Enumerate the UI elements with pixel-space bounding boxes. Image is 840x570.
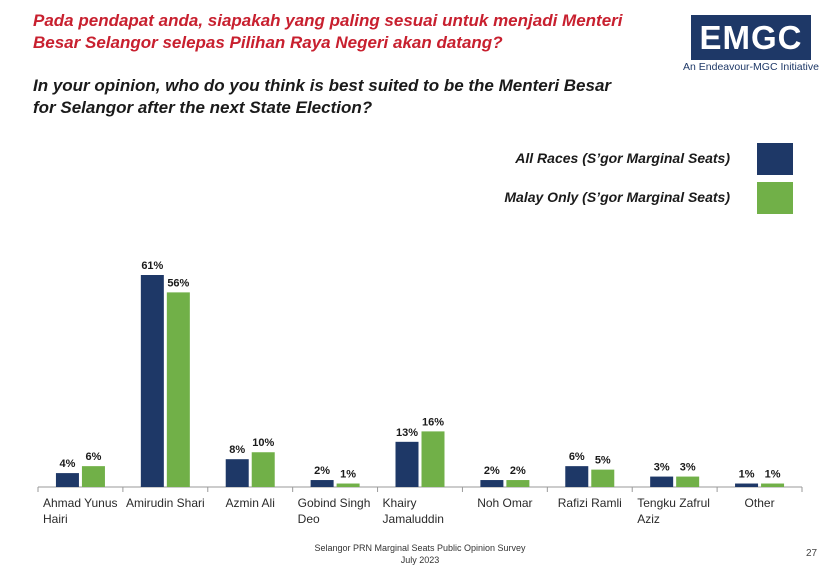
category-label: Rafizi Ramli	[558, 496, 622, 510]
category-label: Aziz	[637, 512, 660, 526]
footer-date: July 2023	[400, 555, 440, 565]
data-label: 61%	[141, 260, 163, 272]
bar-all-races	[310, 480, 334, 487]
bar-all-races	[565, 466, 589, 487]
category-label: Ahmad Yunus	[43, 496, 118, 510]
category-label: Khairy	[383, 496, 417, 510]
bar-malay-only	[421, 431, 445, 487]
question-malay-line-1: Pada pendapat anda, siapakah yang paling…	[33, 11, 623, 30]
category-label: Hairi	[43, 512, 68, 526]
question-english: In your opinion, who do you think is bes…	[33, 75, 673, 119]
data-label: 2%	[510, 465, 526, 477]
footer-survey-name: Selangor PRN Marginal Seats Public Opini…	[314, 543, 526, 553]
data-label: 1%	[739, 469, 755, 481]
data-label: 13%	[396, 427, 418, 439]
bar-all-races	[650, 476, 674, 487]
bar-all-races	[480, 480, 504, 487]
bar-all-races	[395, 441, 419, 487]
bar-chart: 4% 6% Ahmad Yunus Hairi 61% 56% Amirudin Shari…	[37, 260, 803, 526]
bar-malay-only	[676, 476, 700, 487]
bar-all-races	[735, 483, 759, 487]
bar-malay-only	[591, 469, 615, 487]
category-label: Other	[745, 496, 775, 510]
bar-all-races	[140, 275, 164, 487]
bar-malay-only	[336, 483, 360, 487]
legend-label-malay-only: Malay Only (S’gor Marginal Seats)	[504, 189, 730, 205]
question-malay: Pada pendapat anda, siapakah yang paling…	[33, 10, 673, 54]
legend-swatch-malay-only	[757, 182, 793, 214]
data-label: 6%	[85, 451, 101, 463]
data-label: 2%	[314, 465, 330, 477]
data-label: 10%	[252, 437, 274, 449]
bar-all-races	[225, 459, 249, 487]
bar-malay-only	[166, 292, 190, 487]
category-label: Gobind Singh	[298, 496, 371, 510]
data-label: 1%	[765, 469, 781, 481]
bar-malay-only	[251, 452, 275, 487]
bar-malay-only	[81, 466, 105, 487]
category-label: Noh Omar	[477, 496, 532, 510]
question-english-line-2: for Selangor after the next State Electi…	[33, 98, 373, 117]
category-label: Jamaluddin	[383, 512, 444, 526]
legend-label-all-races: All Races (S’gor Marginal Seats)	[515, 150, 730, 166]
data-label: 1%	[340, 469, 356, 481]
data-label: 56%	[167, 277, 189, 289]
data-label: 8%	[229, 444, 245, 456]
page-number: 27	[806, 548, 818, 559]
data-label: 16%	[422, 416, 444, 428]
question-english-line-1: In your opinion, who do you think is bes…	[33, 76, 612, 95]
category-label: Tengku Zafrul	[637, 496, 710, 510]
data-label: 5%	[595, 455, 611, 467]
bar-malay-only	[761, 483, 785, 487]
legend-swatch-all-races	[757, 143, 793, 175]
data-label: 3%	[654, 462, 670, 474]
bar-all-races	[55, 473, 79, 487]
data-label: 4%	[59, 458, 75, 470]
emgc-logo: EMGC	[691, 15, 811, 60]
data-label: 6%	[569, 451, 585, 463]
data-label: 2%	[484, 465, 500, 477]
logo-tagline: An Endeavour-MGC Initiative	[683, 61, 819, 73]
category-label: Azmin Ali	[226, 496, 275, 510]
category-label: Amirudin Shari	[126, 496, 205, 510]
category-label: Deo	[298, 512, 320, 526]
bar-malay-only	[506, 480, 530, 487]
data-label: 3%	[680, 462, 696, 474]
question-malay-line-2: Besar Selangor selepas Pilihan Raya Nege…	[33, 33, 503, 52]
